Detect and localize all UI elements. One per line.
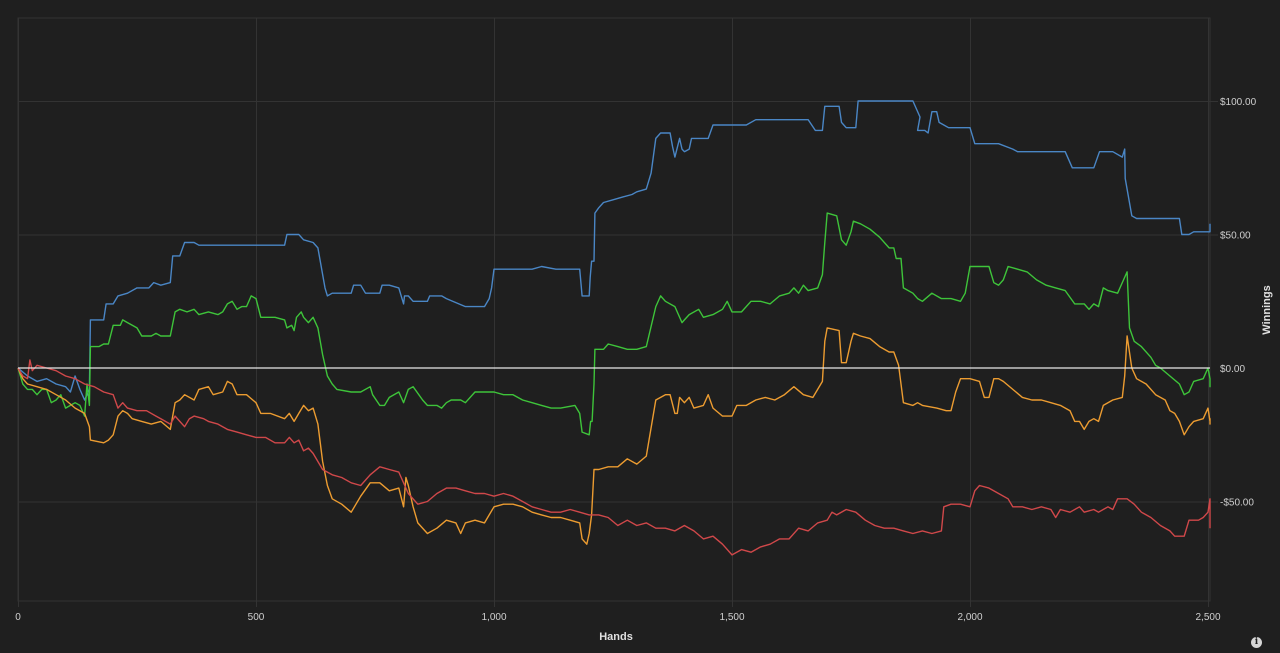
series-lines [17,100,1211,556]
grid-lines [17,17,1218,607]
x-axis-ticks: 0 500 1,000 1,500 2,000 2,500 [15,612,1221,623]
y-tick-label: $50.00 [1220,231,1251,242]
series-red-line[interactable] [17,359,1211,556]
x-tick-label: 2,000 [957,612,982,623]
x-tick-label: 1,500 [719,612,744,623]
plot-frame [17,17,1211,602]
y-axis-title: Winnings [1261,285,1273,334]
x-tick-label: 500 [248,612,265,623]
x-tick-label: 0 [15,612,21,623]
x-axis-title: Hands [599,631,633,643]
series-blue-line[interactable] [17,100,1211,401]
info-icon[interactable]: i [1251,637,1262,648]
y-tick-label: $100.00 [1220,97,1257,108]
x-tick-label: 1,000 [481,612,506,623]
y-tick-label: -$50.00 [1220,498,1254,509]
y-axis-ticks: $100.00 $50.00 $0.00 -$50.00 [1220,97,1257,509]
series-green-line[interactable] [17,212,1211,436]
y-tick-label: $0.00 [1220,364,1245,375]
series-orange-line[interactable] [17,327,1211,545]
x-tick-label: 2,500 [1195,612,1220,623]
